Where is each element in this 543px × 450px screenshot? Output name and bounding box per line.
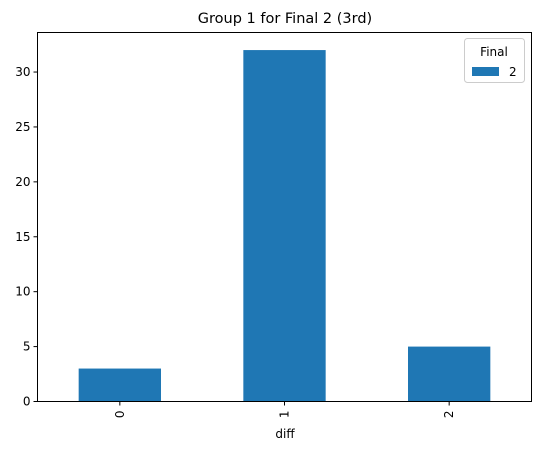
y-tick-label: 30 xyxy=(15,65,30,79)
x-tick-label: 1 xyxy=(278,411,292,419)
y-tick-label: 15 xyxy=(15,230,30,244)
y-axis-ticks: 0 5 10 15 20 25 30 xyxy=(15,65,38,409)
x-axis-ticks: 0 1 2 xyxy=(113,401,456,419)
y-tick-label: 25 xyxy=(15,120,30,134)
x-axis-label: diff xyxy=(275,427,295,441)
x-tick-label: 2 xyxy=(442,411,456,419)
y-tick-label: 20 xyxy=(15,175,30,189)
legend-title: Final xyxy=(480,45,508,59)
y-tick-label: 10 xyxy=(15,285,30,299)
chart-title: Group 1 for Final 2 (3rd) xyxy=(198,11,372,27)
legend-series-label: 2 xyxy=(509,65,517,79)
legend: Final 2 xyxy=(464,38,525,83)
y-tick-label: 0 xyxy=(23,395,31,409)
plot-frame xyxy=(37,32,532,402)
x-tick-label: 0 xyxy=(113,411,127,419)
y-tick-label: 5 xyxy=(23,340,31,354)
bar-0 xyxy=(78,368,161,402)
legend-swatch xyxy=(472,67,499,76)
bar-2 xyxy=(408,346,491,402)
bar-1 xyxy=(243,50,326,402)
bar-series xyxy=(78,50,491,402)
